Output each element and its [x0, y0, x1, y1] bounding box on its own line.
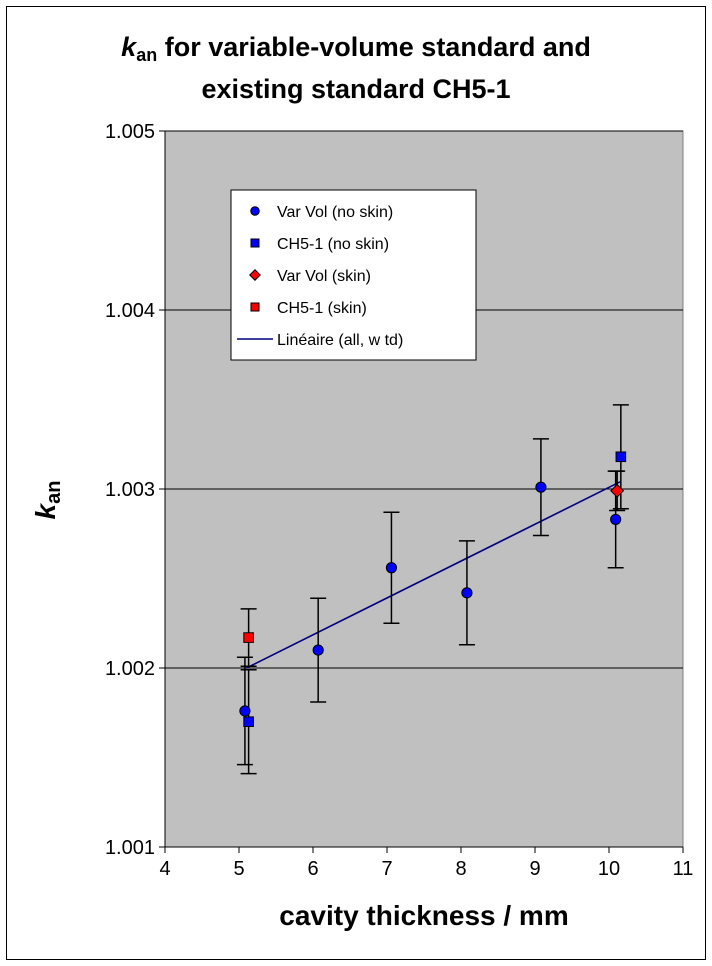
data-point — [610, 483, 625, 498]
x-tick-label: 7 — [381, 858, 392, 880]
y-tick-label: 1.002 — [105, 658, 155, 680]
data-point — [610, 513, 622, 526]
x-tick-label: 5 — [233, 858, 244, 880]
data-point — [535, 481, 547, 493]
trendline-layer — [246, 481, 621, 669]
chart-title-line2: existing standard CH5-1 — [201, 74, 510, 104]
legend-swatch — [250, 238, 260, 248]
x-tick-label: 4 — [159, 858, 170, 880]
data-point — [243, 716, 254, 728]
data-point — [312, 644, 324, 656]
title-k-subscript: an — [136, 45, 157, 65]
x-tick-label: 11 — [673, 858, 694, 880]
trendline — [246, 481, 621, 669]
legend-swatch — [250, 206, 260, 216]
y-tick-label: 1.004 — [105, 300, 155, 322]
chart-title-line1: kan for variable-volume standard and — [121, 32, 591, 65]
ylabel-k-italic: k — [30, 502, 61, 519]
legend-label: CH5-1 (no skin) — [277, 236, 389, 253]
ylabel-subscript: an — [43, 481, 65, 504]
data-point — [615, 451, 627, 463]
data-point — [243, 632, 254, 643]
legend: Var Vol (no skin) CH5-1 (no skin) Var Vol … — [230, 189, 477, 361]
title-rest: for variable-volume standard and — [157, 32, 591, 62]
legend-swatch — [250, 302, 260, 312]
data-point — [385, 562, 398, 574]
tick-labels: 1.001 1.002 1.003 1.004 1.005 4 5 6 7 8 9 10 11 — [105, 121, 693, 880]
data-point — [239, 705, 251, 717]
title-k-italic: k — [121, 32, 138, 62]
x-tick-label: 8 — [455, 858, 466, 880]
x-axis-label: cavity thickness / mm — [279, 900, 568, 931]
x-tick-label: 9 — [529, 858, 540, 880]
y-tick-label: 1.005 — [105, 121, 155, 143]
data-point — [461, 587, 473, 599]
x-tick-label: 6 — [307, 858, 318, 880]
legend-label: Var Vol (no skin) — [277, 204, 393, 221]
legend-label: Var Vol (skin) — [277, 268, 371, 285]
y-tick-label: 1.001 — [105, 837, 155, 859]
y-tick-label: 1.003 — [105, 479, 155, 501]
y-axis-label: kan — [30, 481, 65, 520]
legend-swatch — [249, 269, 261, 281]
data-markers — [239, 451, 627, 728]
legend-label: CH5-1 (skin) — [277, 300, 367, 317]
x-tick-label: 10 — [598, 858, 620, 880]
legend-label: Linéaire (all, w td) — [277, 332, 403, 349]
legend-box — [230, 189, 477, 361]
